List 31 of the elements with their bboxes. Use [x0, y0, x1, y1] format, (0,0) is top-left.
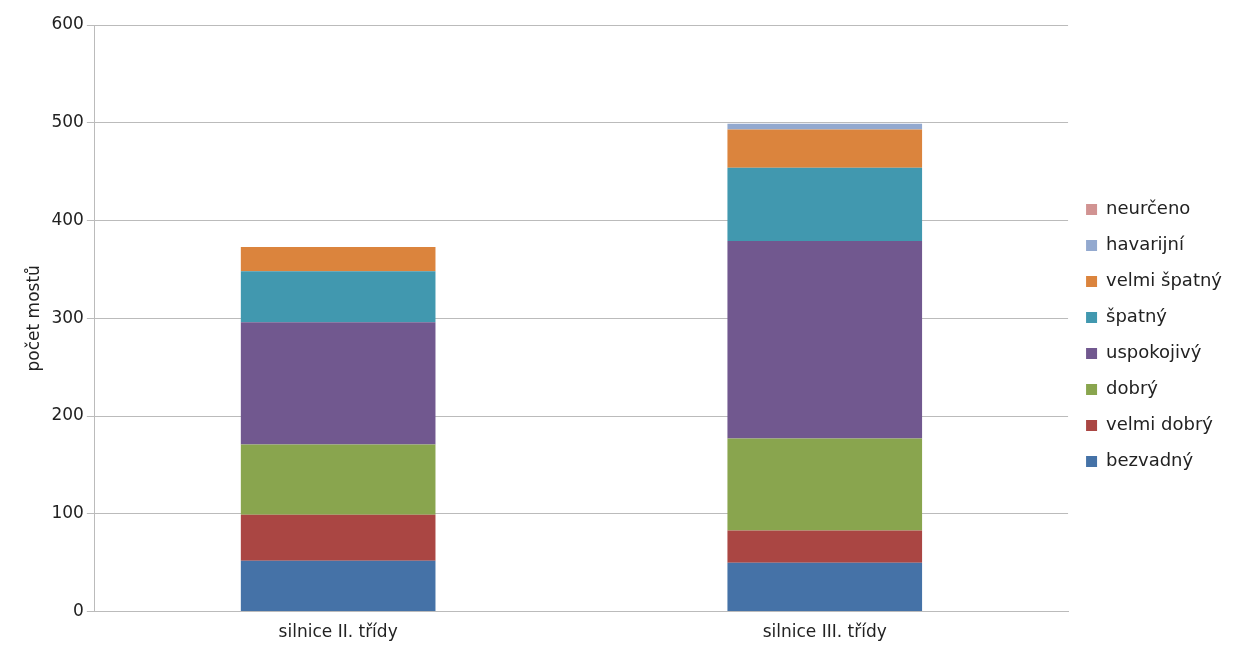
bar	[727, 167, 923, 242]
bar	[727, 530, 923, 563]
y-tick-label: 200	[51, 404, 84, 425]
bar	[727, 241, 923, 439]
y-tick-label: 500	[51, 111, 84, 132]
legend-label: velmi špatný	[1106, 269, 1223, 291]
x-tick-label: silnice II. třídy	[278, 621, 398, 642]
bar	[727, 438, 923, 531]
legend-label: velmi dobrý	[1106, 413, 1214, 435]
legend-label: uspokojivý	[1106, 341, 1202, 363]
bar	[240, 271, 436, 323]
bar	[240, 246, 436, 272]
y-axis-title: počet mostů	[22, 265, 43, 372]
legend-label: dobrý	[1106, 377, 1159, 399]
legend-label: havarijní	[1106, 233, 1185, 255]
bar	[240, 322, 436, 445]
legend-label: špatný	[1106, 305, 1168, 327]
x-tick-label: silnice III. třídy	[762, 621, 887, 642]
bar	[240, 514, 436, 561]
bar	[727, 123, 923, 130]
y-tick-label: 100	[51, 502, 84, 523]
y-tick-label: 400	[51, 208, 84, 229]
legend-label: neurčeno	[1106, 197, 1191, 219]
y-tick-label: 0	[73, 600, 84, 621]
bar	[240, 560, 436, 612]
legend-label: bezvadný	[1106, 449, 1194, 471]
bar	[727, 129, 923, 168]
y-tick-label: 300	[51, 306, 84, 327]
bar	[727, 562, 923, 612]
y-tick-label: 600	[51, 13, 84, 34]
bar	[240, 444, 436, 515]
